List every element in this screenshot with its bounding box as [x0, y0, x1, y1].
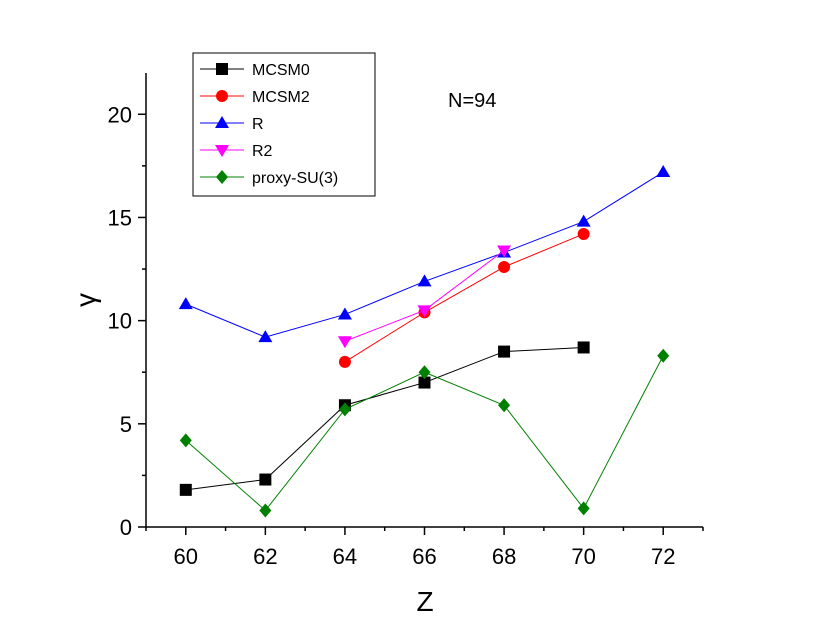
x-tick-label: 62	[253, 544, 277, 569]
y-tick-label: 10	[108, 309, 132, 334]
x-tick-label: 72	[651, 544, 675, 569]
data-point-mcsm0	[259, 473, 272, 486]
x-tick-label: 60	[174, 544, 198, 569]
y-tick-label: 5	[120, 412, 132, 437]
annotation-text: N=94	[448, 90, 496, 112]
data-point-proxy-su-3	[179, 433, 192, 448]
data-point-r	[337, 307, 352, 320]
data-point-mcsm0	[418, 376, 431, 389]
x-tick-label: 68	[492, 544, 516, 569]
data-point-r	[417, 274, 432, 287]
series-line-mcsm0	[185, 346, 584, 491]
series-r2	[337, 245, 512, 349]
legend-label: MCSM0	[252, 62, 310, 79]
y-tick-label: 0	[120, 515, 132, 540]
data-point-r2	[497, 245, 512, 258]
series-layer	[178, 165, 671, 518]
data-point-proxy-su-3	[657, 348, 670, 363]
data-point-mcsm0	[179, 483, 192, 496]
series-r	[178, 165, 671, 343]
legend-label: R2	[252, 143, 273, 160]
legend: MCSM0 MCSM2 R R2 proxy-SU(3)	[192, 52, 376, 197]
data-point-proxy-su-3	[577, 501, 590, 516]
legend-marker-proxy-su-3	[216, 170, 228, 184]
x-axis-title: Z	[416, 586, 433, 617]
legend-label: R	[252, 116, 264, 133]
data-point-proxy-su-3	[498, 398, 511, 413]
data-point-r2	[337, 336, 352, 349]
data-point-r	[656, 165, 671, 178]
legend-marker-mcsm2	[216, 90, 228, 102]
legend-entry-mcsm2: MCSM2	[200, 89, 310, 106]
series-proxy-su-3	[179, 348, 670, 518]
series-line-mcsm2	[344, 233, 584, 363]
legend-marker-mcsm0	[216, 63, 228, 75]
data-point-mcsm0	[577, 341, 590, 354]
y-axis-title: γ	[70, 293, 101, 307]
legend-entry-mcsm0: MCSM0	[200, 62, 310, 79]
legend-entry-r: R	[200, 116, 264, 133]
legend-entry-proxy-su-3: proxy-SU(3)	[200, 170, 338, 187]
series-mcsm0	[179, 341, 590, 496]
data-point-mcsm2	[338, 355, 351, 368]
legend-entry-r2: R2	[200, 143, 273, 160]
legend-label: MCSM2	[252, 89, 310, 106]
data-point-proxy-su-3	[259, 503, 272, 518]
x-tick-label: 64	[333, 544, 357, 569]
data-point-r	[178, 297, 193, 310]
data-point-mcsm0	[498, 345, 511, 358]
data-point-mcsm2	[577, 227, 590, 240]
y-tick-label: 20	[108, 102, 132, 127]
legend-label: proxy-SU(3)	[252, 170, 338, 187]
series-line-r2	[344, 250, 505, 342]
series-mcsm2	[338, 227, 590, 368]
x-tick-label: 70	[571, 544, 595, 569]
data-point-r	[576, 214, 591, 227]
data-point-mcsm2	[498, 260, 511, 273]
axes: 60 62 64 66 68 70 72 0 5 10 15 20	[108, 73, 704, 569]
y-tick-label: 15	[108, 205, 132, 230]
legend-marker-r	[215, 116, 229, 128]
x-tick-label: 66	[412, 544, 436, 569]
legend-marker-r2	[215, 145, 229, 157]
data-point-r	[258, 330, 273, 343]
data-point-proxy-su-3	[338, 402, 351, 417]
data-point-r2	[417, 305, 432, 318]
data-point-proxy-su-3	[418, 365, 431, 380]
